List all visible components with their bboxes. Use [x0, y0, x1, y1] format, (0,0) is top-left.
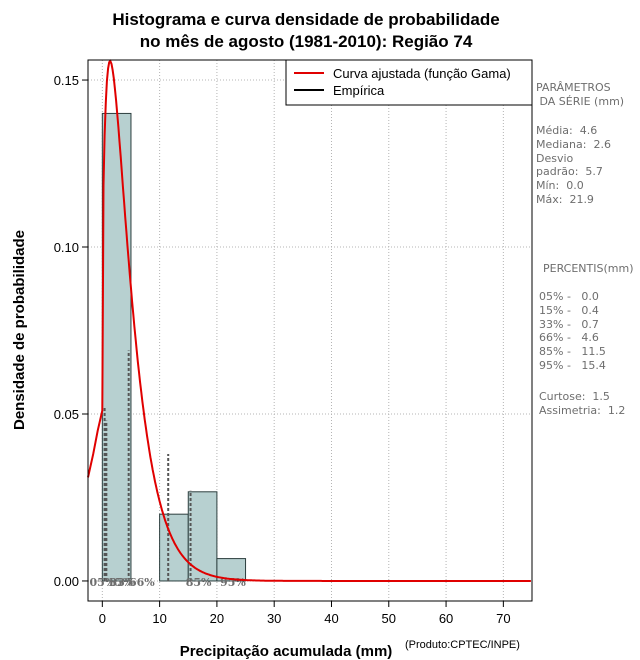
x-tick-label: 70: [496, 611, 510, 626]
gamma-fit-line: [87, 59, 531, 582]
chart-title-line2: no mês de agosto (1981-2010): Região 74: [140, 32, 473, 51]
y-tick-label: 0.15: [54, 73, 79, 88]
source-note: (Produto:CPTEC/INPE): [405, 639, 520, 651]
series-stats: Média: 4.6 Mediana: 2.6 Desvio padrão: 5…: [536, 124, 611, 206]
percentis-values: 05% - 0.0 15% - 0.4 33% - 0.7 66% - 4.6 …: [539, 290, 606, 372]
x-axis-label: Precipitação acumulada (mm): [180, 643, 393, 660]
x-tick-label: 0: [99, 611, 106, 626]
histogram-bars: [101, 112, 247, 582]
x-tick-label: 20: [210, 611, 224, 626]
percentile-label: 15%: [107, 576, 133, 589]
x-tick-label: 40: [324, 611, 338, 626]
y-axis-label: Densidade de probabilidade: [11, 230, 28, 430]
percentile-label: 85%: [186, 576, 212, 589]
percentile-lines: 05%15%33%66% 85% 95%: [89, 350, 246, 589]
y-tick-label: 0.10: [54, 240, 79, 255]
x-tick-label: 10: [152, 611, 166, 626]
percentile-label: 66%: [129, 576, 155, 589]
y-axis-ticks: 0.00 0.05 0.10 0.15: [54, 73, 88, 589]
x-tick-label: 60: [439, 611, 453, 626]
histogram-bar: [159, 513, 189, 582]
x-tick-label: 30: [267, 611, 281, 626]
histogram-bar: [216, 558, 247, 582]
moments-values: Curtose: 1.5 Assimetria: 1.2: [539, 390, 626, 417]
plot-frame: [87, 59, 533, 602]
percentile-label: 05%: [89, 576, 115, 589]
y-tick-label: 0.00: [54, 574, 79, 589]
legend-empirical-label: Empírica: [333, 83, 385, 98]
gamma-fit-curve: [87, 59, 531, 582]
x-axis-ticks: 0 10 20 30 40 50 60 70: [99, 601, 511, 626]
x-tick-label: 50: [382, 611, 396, 626]
legend-fit-label: Curva ajustada (função Gama): [333, 66, 511, 81]
percentile-label: 33%: [109, 576, 135, 589]
chart-title-line1: Histograma e curva densidade de probabil…: [112, 10, 499, 29]
histogram-bar: [187, 491, 218, 582]
legend: Curva ajustada (função Gama) Empírica: [285, 59, 533, 106]
params-title: PARÂMETROS DA SÉRIE (mm): [536, 81, 625, 108]
plot-border: [87, 59, 533, 602]
percentis-title: PERCENTIS(mm): [543, 262, 634, 275]
legend-box: [285, 59, 533, 106]
grid-lines: [88, 60, 532, 601]
y-tick-label: 0.05: [54, 407, 79, 422]
